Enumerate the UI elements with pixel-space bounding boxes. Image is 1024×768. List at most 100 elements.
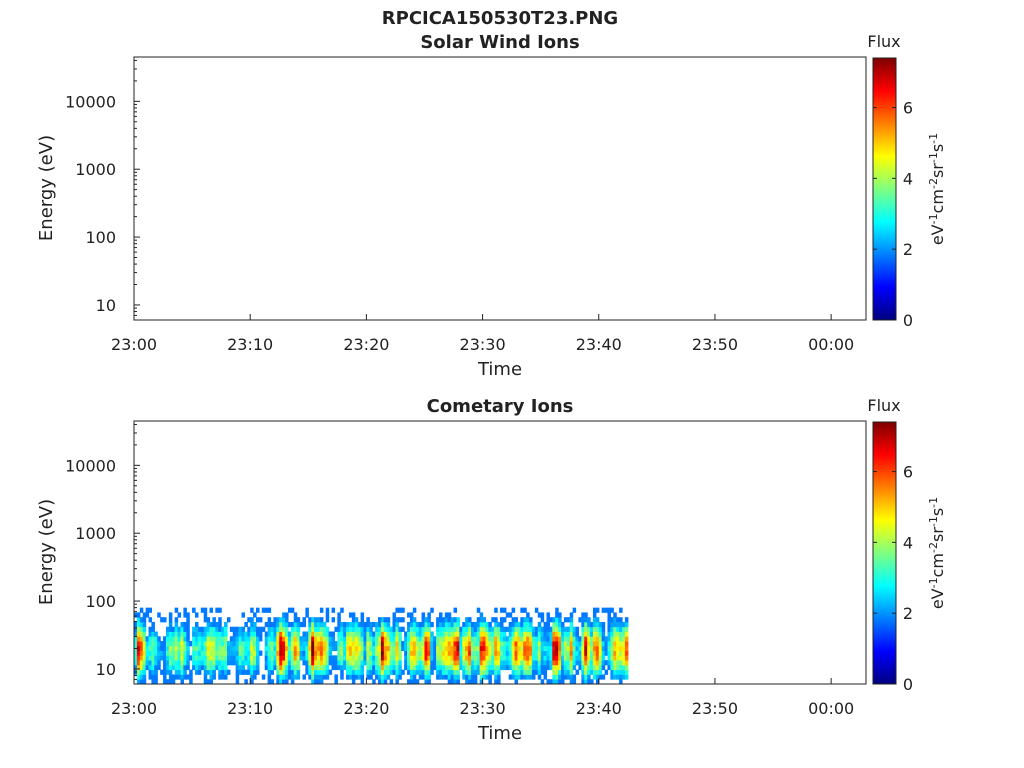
heatmap-cell	[375, 674, 379, 680]
heatmap-cell	[488, 679, 492, 684]
heatmap-cell	[604, 669, 609, 675]
heatmap-cell	[552, 645, 556, 651]
heatmap-cell	[563, 626, 568, 632]
heatmap-cell	[572, 660, 577, 666]
heatmap-cell	[247, 645, 251, 651]
heatmap-cell	[401, 645, 405, 651]
heatmap-cell	[427, 664, 431, 671]
heatmap-cell	[561, 641, 565, 647]
heatmap-cell	[563, 650, 568, 656]
heatmap-cell	[473, 650, 478, 656]
heatmap-cell	[267, 621, 272, 628]
heatmap-cell	[270, 636, 275, 642]
heatmap-cell	[148, 607, 153, 613]
heatmap-cell	[534, 641, 539, 647]
heatmap-cell	[421, 636, 426, 642]
heatmap-cell	[354, 660, 359, 666]
heatmap-cell	[424, 655, 428, 661]
heatmap-cell	[328, 631, 333, 637]
heatmap-cell	[482, 650, 487, 656]
heatmap-cell	[622, 631, 626, 637]
heatmap-cell	[590, 650, 594, 656]
heatmap-cell	[151, 641, 155, 647]
heatmap-cell	[308, 631, 312, 637]
heatmap-cell	[311, 636, 315, 642]
heatmap-cell	[558, 626, 562, 632]
heatmap-cell	[456, 636, 460, 642]
heatmap-cell	[160, 655, 164, 661]
heatmap-cell	[366, 645, 370, 651]
heatmap-cell	[613, 631, 617, 637]
heatmap-cell	[412, 641, 417, 647]
heatmap-cell	[392, 645, 397, 651]
heatmap-cell	[171, 631, 176, 637]
heatmap-cell	[575, 655, 580, 661]
heatmap-cell	[317, 669, 321, 675]
heatmap-cell	[357, 631, 362, 637]
heatmap-cell	[183, 674, 187, 680]
heatmap-cell	[494, 679, 498, 684]
heatmap-cell	[592, 626, 597, 632]
heatmap-cell	[511, 626, 516, 632]
heatmap-cell	[622, 641, 626, 647]
heatmap-cell	[479, 645, 484, 651]
heatmap-cell	[581, 636, 585, 642]
heatmap-cell	[163, 655, 167, 661]
heatmap-cell	[392, 650, 397, 656]
heatmap-cell	[229, 641, 234, 647]
heatmap-cell	[142, 679, 147, 684]
heatmap-cell	[470, 641, 475, 647]
heatmap-cell	[224, 674, 228, 680]
heatmap-cell	[267, 631, 272, 637]
heatmap-cell	[264, 607, 269, 613]
heatmap-cell	[139, 669, 144, 675]
heatmap-cell	[267, 655, 272, 661]
heatmap-cell	[558, 679, 562, 684]
heatmap-cell	[360, 621, 365, 628]
heatmap-cell	[319, 650, 324, 656]
heatmap-cell	[285, 626, 289, 632]
heatmap-cell	[348, 626, 353, 632]
heatmap-cell	[197, 631, 202, 637]
heatmap-cell	[177, 655, 182, 661]
heatmap-cell	[337, 650, 341, 656]
heatmap-cell	[392, 655, 397, 661]
heatmap-cell	[319, 631, 324, 637]
heatmap-cell	[279, 617, 283, 623]
heatmap-cell	[395, 621, 399, 628]
heatmap-cell	[569, 631, 574, 637]
heatmap-cell	[427, 669, 431, 675]
heatmap-cell	[561, 664, 565, 671]
heatmap-cell	[334, 641, 338, 647]
heatmap-cell	[453, 607, 458, 613]
heatmap-cell	[569, 641, 574, 647]
heatmap-cell	[546, 679, 550, 684]
x-tick-label: 23:10	[227, 335, 273, 354]
heatmap-cell	[453, 679, 458, 684]
heatmap-cell	[439, 641, 443, 647]
heatmap-cell	[607, 645, 611, 651]
heatmap-cell	[357, 621, 362, 628]
heatmap-cell	[534, 645, 539, 651]
heatmap-cell	[235, 669, 240, 675]
x-tick-label: 23:30	[460, 699, 506, 718]
heatmap-cell	[581, 617, 585, 623]
heatmap-cell	[354, 645, 359, 651]
heatmap-cell	[224, 631, 228, 637]
heatmap-cell	[520, 631, 524, 637]
heatmap-cell	[168, 669, 173, 675]
heatmap-cell	[247, 641, 251, 647]
y-tick-label: 100	[85, 228, 116, 247]
heatmap-cell	[296, 645, 301, 651]
heatmap-cell	[366, 674, 370, 680]
heatmap-cell	[415, 626, 420, 632]
heatmap-cell	[404, 645, 408, 651]
heatmap-cell	[590, 645, 594, 651]
heatmap-cell	[142, 674, 147, 680]
heatmap-cell	[523, 669, 527, 675]
heatmap-cell	[322, 631, 327, 637]
heatmap-cell	[165, 641, 170, 647]
heatmap-cell	[215, 641, 219, 647]
heatmap-cell	[592, 645, 597, 651]
heatmap-cell	[453, 650, 458, 656]
